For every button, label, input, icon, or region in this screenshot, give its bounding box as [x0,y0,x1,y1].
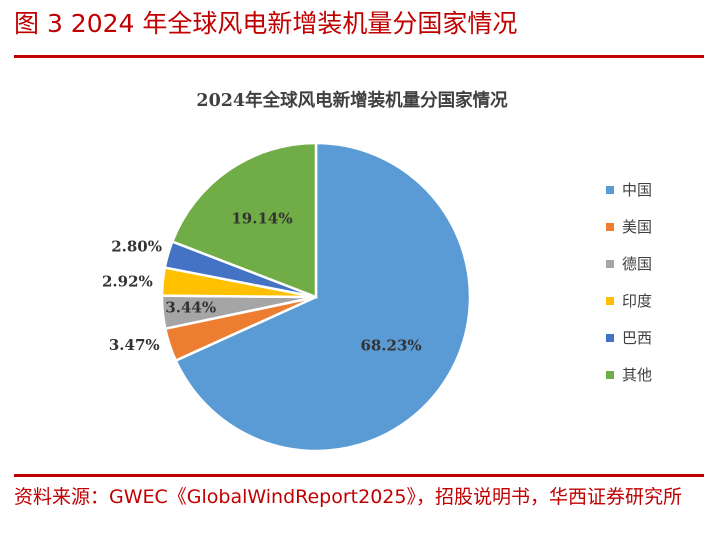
data-label-3: 3.44% [165,299,216,317]
pie-slice-1 [174,141,472,453]
data-label-5: 2.80% [111,237,162,255]
legend-label-3: 德国 [622,255,652,273]
data-labels: 68.23% 3.47% 3.44% 2.92% 2.80% 19.14% [102,209,422,354]
legend-label-1: 中国 [622,181,652,199]
pie-chart: 2024年全球风电新增装机量分国家情况 68.23% 3.47% 3.44% 2.92… [102,90,652,453]
legend-swatch-4 [606,297,614,305]
legend-swatch-5 [606,334,614,342]
chart-title: 2024年全球风电新增装机量分国家情况 [196,90,508,111]
legend-swatch-2 [606,223,614,231]
source-note: 资料来源：GWEC《GlobalWindReport2025》，招股说明书，华西… [14,486,682,508]
pie-slices [160,141,472,453]
top-divider [14,55,704,58]
legend-swatch-3 [606,260,614,268]
legend-label-4: 印度 [622,292,652,310]
data-label-2: 3.47% [109,336,160,354]
legend-label-5: 巴西 [622,329,652,347]
pie-slice-6 [170,141,318,299]
legend-label-2: 美国 [622,218,652,236]
data-label-6: 19.14% [231,209,292,227]
legend-label-6: 其他 [622,366,652,384]
legend-swatch-1 [606,186,614,194]
data-label-1: 68.23% [360,336,421,354]
legend-swatch-6 [606,371,614,379]
figure-title: 图 3 2024 年全球风电新增装机量分国家情况 [14,9,518,38]
bottom-divider [14,474,704,477]
data-label-4: 2.92% [102,273,153,291]
